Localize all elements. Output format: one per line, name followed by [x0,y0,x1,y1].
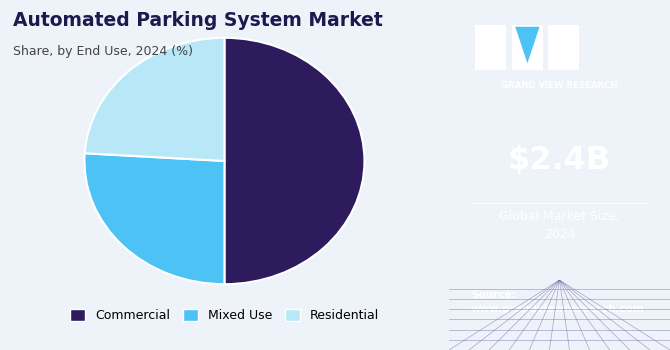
Text: GRAND VIEW RESEARCH: GRAND VIEW RESEARCH [501,80,618,90]
Text: $2.4B: $2.4B [508,146,611,176]
Text: Automated Parking System Market: Automated Parking System Market [13,10,383,29]
Legend: Commercial, Mixed Use, Residential: Commercial, Mixed Use, Residential [65,304,384,327]
FancyBboxPatch shape [512,25,543,70]
Text: Share, by End Use, 2024 (%): Share, by End Use, 2024 (%) [13,46,194,58]
Wedge shape [84,38,224,161]
Polygon shape [515,27,539,63]
FancyBboxPatch shape [476,25,507,70]
FancyBboxPatch shape [548,25,580,70]
Text: Source:
www.grandviewresearch.com: Source: www.grandviewresearch.com [471,290,645,315]
Text: Global Market Size,
2024: Global Market Size, 2024 [499,210,620,241]
Wedge shape [84,153,224,284]
Wedge shape [224,38,364,284]
